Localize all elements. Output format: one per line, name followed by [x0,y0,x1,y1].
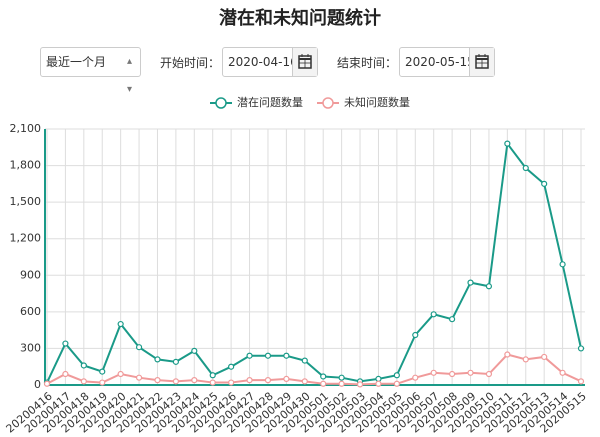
point [99,368,106,375]
series-line [46,353,582,386]
select-arrow: ▴ ▾ [126,56,132,95]
y-tick-label: 1,200 [10,232,42,245]
point [356,381,364,388]
calendar-icon [475,54,489,69]
calendar-button[interactable] [469,48,494,76]
end-label: 结束时间： [337,56,398,70]
y-tick-label: 300 [20,341,41,354]
point [393,372,400,379]
point [172,378,179,385]
point [430,369,437,376]
point [467,369,474,376]
point [320,373,327,380]
point [375,380,382,387]
point [191,347,198,354]
point [301,357,308,364]
point [80,362,87,369]
point [541,353,548,361]
point [301,378,308,385]
point [393,380,400,387]
point [62,370,69,378]
point [467,279,474,286]
point [522,164,529,172]
start-date: 2020-04-16 [228,55,298,69]
point [412,331,419,339]
point [264,352,272,359]
point [154,356,161,363]
point [485,370,493,378]
y-tick-label: 900 [20,268,41,281]
point [283,352,290,359]
point [412,374,419,381]
point [485,283,493,290]
point [375,375,382,383]
point [246,352,253,359]
point [246,377,253,384]
point [172,358,179,365]
point [320,380,327,387]
point [117,370,124,378]
chart: 03006009001,2001,5001,8002,1002020041620… [4,95,589,436]
legend-label: 潜在问题数量 [237,95,303,109]
point [522,356,529,363]
point [99,379,106,386]
point [117,320,124,328]
point [135,374,143,381]
legend-marker [215,97,227,109]
end-date: 2020-05-15 [405,55,475,69]
point [228,379,235,386]
point [449,370,456,378]
point [154,377,161,384]
point [577,345,585,352]
point [338,380,345,387]
point [504,140,511,147]
end-date-input[interactable]: 2020-05-15 [399,47,495,77]
legend-marker [322,97,334,109]
chart-title: 潜在和未知问题统计 [219,8,381,29]
y-tick-label: 1,500 [10,195,42,208]
point [264,377,272,384]
point [283,375,290,383]
series-line [46,141,582,383]
point [559,261,566,268]
point [43,380,51,387]
point [338,374,345,381]
start-label: 开始时间： [160,56,221,70]
y-tick-label: 600 [20,305,41,318]
point [228,363,235,370]
select-text: 最近一个月 [46,55,107,69]
y-tick-label: 2,100 [10,122,42,135]
y-tick-label: 1,800 [10,159,42,172]
point [209,372,216,379]
y-tick-label: 0 [34,378,41,391]
range-select[interactable]: 最近一个月 ▴ ▾ [40,47,141,95]
legend-label: 未知问题数量 [344,95,410,109]
point [191,377,198,384]
start-date-input[interactable]: 2020-04-16 [222,47,318,77]
calendar-icon [298,54,312,69]
point [449,316,456,323]
point [62,340,69,347]
point [430,311,437,318]
point [80,378,87,385]
point [559,369,566,376]
point [541,180,548,187]
point [209,379,216,386]
point [504,351,511,358]
calendar-button[interactable] [292,48,317,76]
point [135,344,143,351]
point [577,378,585,385]
